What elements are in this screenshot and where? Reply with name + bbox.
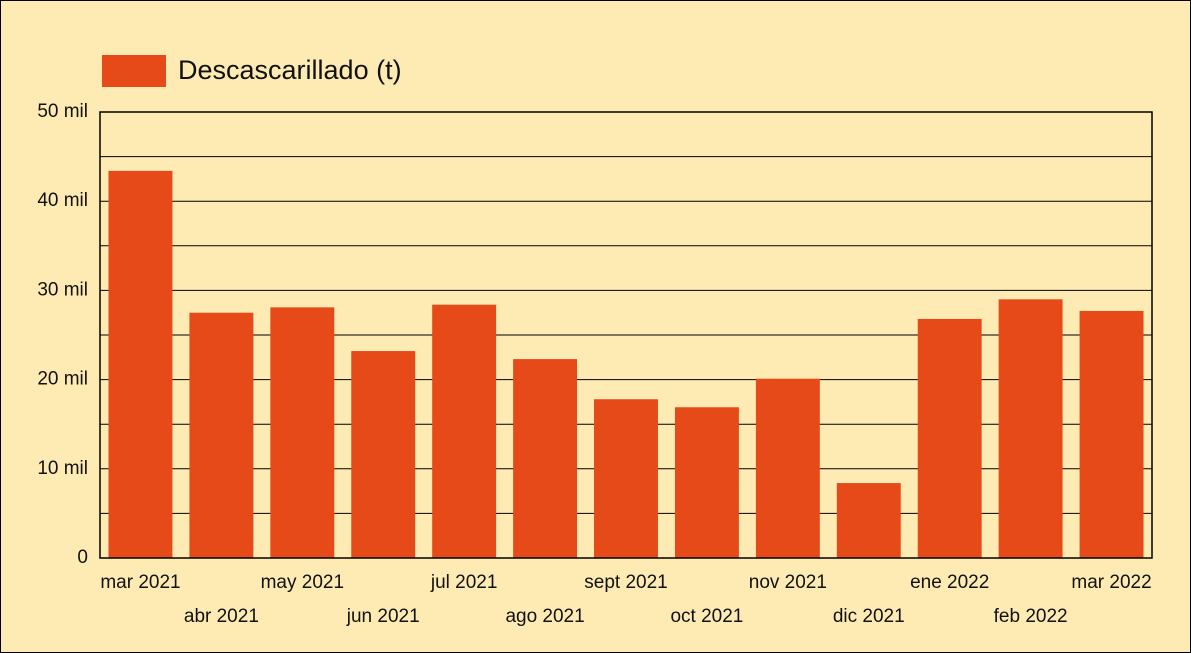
y-tick-label: 10 mil bbox=[37, 458, 88, 479]
bar bbox=[836, 483, 901, 558]
plot-border bbox=[99, 111, 1153, 559]
x-tick-label: dic 2021 bbox=[833, 606, 905, 627]
y-tick-label: 20 mil bbox=[37, 369, 88, 390]
x-tick-label: jul 2021 bbox=[430, 572, 498, 593]
bar bbox=[755, 378, 820, 558]
bar bbox=[351, 351, 416, 558]
x-tick-label: feb 2022 bbox=[994, 606, 1068, 627]
bar bbox=[270, 307, 335, 558]
y-tick-label: 30 mil bbox=[37, 279, 88, 300]
bar bbox=[998, 299, 1063, 558]
bar bbox=[189, 312, 254, 558]
y-tick-label: 40 mil bbox=[37, 190, 88, 211]
x-tick-label: may 2021 bbox=[261, 572, 344, 593]
bar bbox=[1079, 310, 1144, 558]
x-tick-label: nov 2021 bbox=[749, 572, 827, 593]
bar bbox=[432, 304, 497, 558]
bar bbox=[674, 407, 739, 558]
x-tick-label: jun 2021 bbox=[346, 606, 420, 627]
bar bbox=[594, 399, 658, 558]
y-tick-label: 0 bbox=[77, 547, 88, 568]
x-tick-label: ago 2021 bbox=[505, 606, 584, 627]
bar bbox=[513, 359, 578, 558]
x-tick-label: mar 2021 bbox=[100, 572, 180, 593]
x-tick-label: abr 2021 bbox=[184, 606, 259, 627]
legend-swatch bbox=[102, 55, 166, 87]
legend-label: Descascarillado (t) bbox=[178, 55, 402, 85]
bar bbox=[108, 170, 173, 558]
bar bbox=[917, 318, 982, 558]
x-tick-label: sept 2021 bbox=[584, 572, 667, 593]
x-tick-label: ene 2022 bbox=[910, 572, 989, 593]
x-tick-label: oct 2021 bbox=[670, 606, 743, 627]
x-tick-label: mar 2022 bbox=[1071, 572, 1151, 593]
y-tick-label: 50 mil bbox=[37, 101, 88, 122]
